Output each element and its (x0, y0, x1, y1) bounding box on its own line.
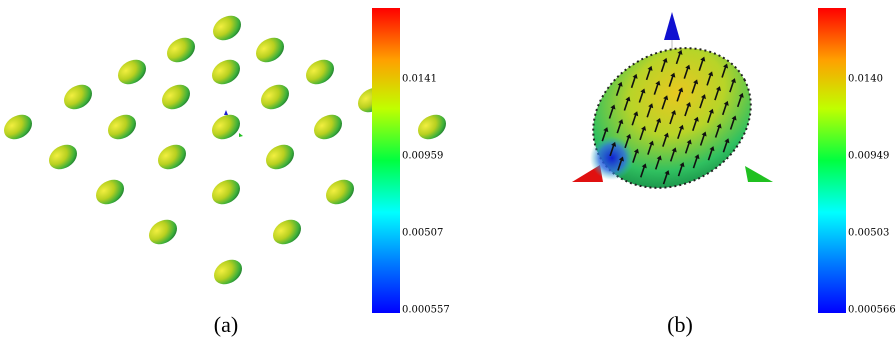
ellipsoid (157, 80, 194, 115)
colorbar-tick-label: 0.000557 (402, 305, 450, 316)
colorbar-tick-label: 0.00503 (848, 228, 889, 239)
ellipsoid (59, 80, 96, 115)
colorbar-tick-label: 0.00949 (848, 151, 889, 162)
ellipsoid (162, 33, 199, 68)
ellipsoid (113, 55, 150, 90)
ellipsoid (251, 33, 288, 68)
ellipsoid (301, 55, 338, 90)
caption: (b) (667, 312, 693, 337)
colorbar-tick-label: 0.00507 (402, 228, 443, 239)
panel-b (569, 12, 776, 215)
cone (745, 166, 773, 182)
colorbar-tick-label: 0.00959 (402, 151, 443, 162)
colorbar (818, 8, 846, 313)
ellipsoid (261, 140, 298, 175)
colorbar-tick-label: 0.0141 (402, 74, 437, 85)
ellipsoid (103, 110, 140, 145)
colorbar-tick-label: 0.0140 (848, 74, 883, 85)
ellipsoid (91, 175, 128, 210)
ellipsoid (144, 215, 181, 250)
ellipsoid (268, 215, 305, 250)
ellipsoid (44, 140, 81, 175)
ellipsoid (256, 80, 293, 115)
ellipsoid (321, 175, 358, 210)
ellipsoid (207, 55, 244, 90)
ellipsoid (0, 110, 37, 145)
ellipsoid (153, 140, 190, 175)
cone (664, 12, 680, 40)
ellipsoid (413, 110, 450, 145)
ellipsoid (208, 11, 245, 46)
axis-marker (224, 110, 228, 115)
ellipsoid (209, 255, 246, 290)
figure: (a) (b) 0.000557 0.00507 0.00959 0.0141 0.00… (0, 0, 896, 343)
ellipsoid (309, 110, 346, 145)
colorbar-tick-label: 0.000566 (848, 305, 896, 316)
caption: (a) (214, 312, 238, 337)
ellipsoid (207, 175, 244, 210)
colorbar (372, 8, 400, 313)
axis-marker (239, 133, 243, 137)
